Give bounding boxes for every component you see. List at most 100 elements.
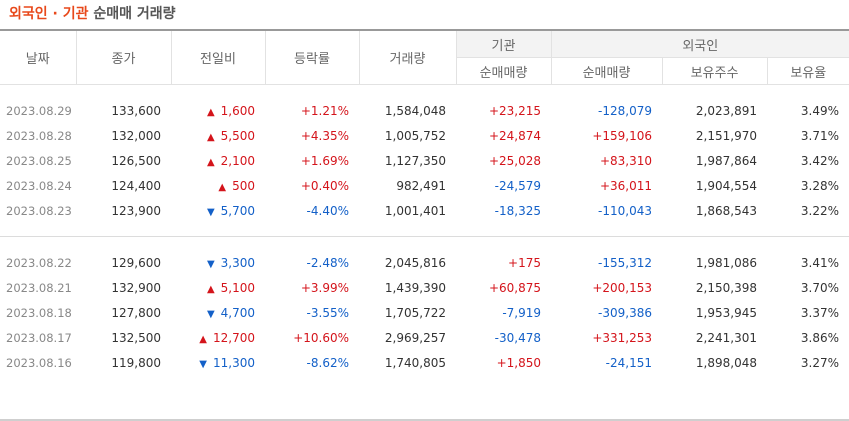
close-cell: 119,800	[111, 355, 161, 370]
change-cell: ▼ 5,700	[171, 198, 265, 223]
date-cell: 2023.08.21	[6, 280, 72, 295]
date-cell: 2023.08.29	[6, 103, 72, 118]
change-value: 1,600	[220, 103, 255, 118]
inst-net-cell: +175	[508, 255, 541, 270]
up-arrow-icon: ▲	[206, 156, 215, 168]
close-cell: 123,900	[111, 203, 161, 218]
foreign-ratio-cell: 3.27%	[800, 355, 840, 370]
change-value: 4,700	[220, 305, 255, 320]
foreign-net-cell: -24,151	[605, 355, 652, 370]
header-foreign-ratio: 보유율	[767, 57, 849, 85]
change-cell: ▲ 5,500	[171, 123, 265, 148]
change-cell: ▲ 12,700	[171, 325, 265, 350]
inst-net-cell: -24,579	[494, 178, 541, 193]
rate-cell: +3.99%	[300, 280, 349, 295]
change-value: 5,700	[220, 203, 255, 218]
rate-cell: +4.35%	[300, 128, 349, 143]
change-cell: ▲ 1,600	[171, 98, 265, 123]
table-row: 2023.08.23 123,900 ▼ 5,700 -4.40% 1,001,401 -1…	[0, 198, 849, 223]
change-cell: ▼ 3,300	[171, 250, 265, 275]
foreign-holdings-cell: 1,981,086	[695, 255, 757, 270]
volume-cell: 1,584,048	[384, 103, 446, 118]
foreign-holdings-cell: 2,023,891	[695, 103, 757, 118]
header-inst-net: 순매매량	[456, 57, 552, 85]
row-separator	[0, 85, 849, 99]
title-rest: 순매매 거래량	[93, 6, 176, 22]
header-date: 날짜	[0, 29, 77, 85]
table-row: 2023.08.25 126,500 ▲ 2,100 +1.69% 1,127,350 +2…	[0, 148, 849, 173]
title-highlight: 외국인 · 기관	[9, 6, 89, 22]
foreign-holdings-cell: 1,898,048	[695, 355, 757, 370]
foreign-net-cell: +159,106	[592, 128, 652, 143]
foreign-net-cell: +200,153	[592, 280, 652, 295]
volume-cell: 1,740,805	[384, 355, 446, 370]
date-cell: 2023.08.25	[6, 153, 72, 168]
up-arrow-icon: ▲	[199, 333, 207, 345]
foreign-holdings-cell: 1,868,543	[695, 203, 757, 218]
change-cell: ▲ 500	[171, 173, 265, 198]
down-arrow-icon: ▼	[206, 308, 215, 320]
foreign-ratio-cell: 3.41%	[800, 255, 840, 270]
change-value: 3,300	[220, 255, 255, 270]
up-arrow-icon: ▲	[218, 181, 227, 193]
date-cell: 2023.08.18	[6, 305, 72, 320]
foreign-ratio-cell: 3.86%	[800, 330, 840, 345]
inst-net-cell: +23,215	[488, 103, 541, 118]
foreign-net-cell: +331,253	[592, 330, 652, 345]
inst-net-cell: +25,028	[488, 153, 541, 168]
inst-net-cell: +24,874	[488, 128, 541, 143]
foreign-ratio-cell: 3.71%	[800, 128, 840, 143]
row-separator	[0, 223, 849, 237]
inst-net-cell: -30,478	[494, 330, 541, 345]
close-cell: 127,800	[111, 305, 161, 320]
table-row: 2023.08.28 132,000 ▲ 5,500 +4.35% 1,005,752 +2…	[0, 123, 849, 148]
foreign-ratio-cell: 3.49%	[800, 103, 840, 118]
foreign-ratio-cell: 3.70%	[800, 280, 840, 295]
date-cell: 2023.08.28	[6, 128, 72, 143]
rate-cell: +1.69%	[300, 153, 349, 168]
down-arrow-icon: ▼	[206, 206, 215, 218]
page-title: 외국인 · 기관 순매매 거래량	[9, 3, 176, 25]
date-cell: 2023.08.22	[6, 255, 72, 270]
table-row: 2023.08.22 129,600 ▼ 3,300 -2.48% 2,045,816 +1…	[0, 250, 849, 275]
table-row: 2023.08.16 119,800 ▼ 11,300 -8.62% 1,740,805 +…	[0, 350, 849, 375]
volume-cell: 1,001,401	[384, 203, 446, 218]
date-cell: 2023.08.24	[6, 178, 72, 193]
volume-cell: 1,005,752	[384, 128, 446, 143]
header-foreign-group: 외국인	[551, 29, 849, 58]
change-cell: ▼ 11,300	[171, 350, 265, 375]
up-arrow-icon: ▲	[206, 131, 215, 143]
foreign-net-cell: -128,079	[598, 103, 652, 118]
table-row: 2023.08.21 132,900 ▲ 5,100 +3.99% 1,439,390 +6…	[0, 275, 849, 300]
close-cell: 132,500	[111, 330, 161, 345]
inst-net-cell: +60,875	[488, 280, 541, 295]
volume-cell: 982,491	[396, 178, 446, 193]
rate-cell: -8.62%	[306, 355, 349, 370]
rate-cell: -2.48%	[306, 255, 349, 270]
volume-cell: 2,969,257	[384, 330, 446, 345]
volume-cell: 1,705,722	[384, 305, 446, 320]
foreign-ratio-cell: 3.42%	[800, 153, 840, 168]
header-foreign-net: 순매매량	[551, 57, 663, 85]
foreign-holdings-cell: 1,904,554	[695, 178, 757, 193]
table-row: 2023.08.29 133,600 ▲ 1,600 +1.21% 1,584,048 +2…	[0, 98, 849, 123]
close-cell: 132,000	[111, 128, 161, 143]
header-volume: 거래량	[359, 29, 457, 85]
foreign-net-cell: -110,043	[598, 203, 652, 218]
foreign-net-cell: -155,312	[598, 255, 652, 270]
up-arrow-icon: ▲	[206, 283, 215, 295]
header-institution-group: 기관	[456, 29, 552, 58]
foreign-holdings-cell: 1,987,864	[695, 153, 757, 168]
header-change: 전일비	[171, 29, 266, 85]
close-cell: 129,600	[111, 255, 161, 270]
date-cell: 2023.08.23	[6, 203, 72, 218]
change-value: 2,100	[220, 153, 255, 168]
volume-cell: 1,127,350	[384, 153, 446, 168]
header-rate: 등락률	[265, 29, 360, 85]
foreign-net-cell: +83,310	[599, 153, 652, 168]
change-value: 5,500	[220, 128, 255, 143]
table-row: 2023.08.17 132,500 ▲ 12,700 +10.60% 2,969,257…	[0, 325, 849, 350]
foreign-ratio-cell: 3.28%	[800, 178, 840, 193]
down-arrow-icon: ▼	[206, 258, 215, 270]
foreign-net-cell: -309,386	[598, 305, 652, 320]
